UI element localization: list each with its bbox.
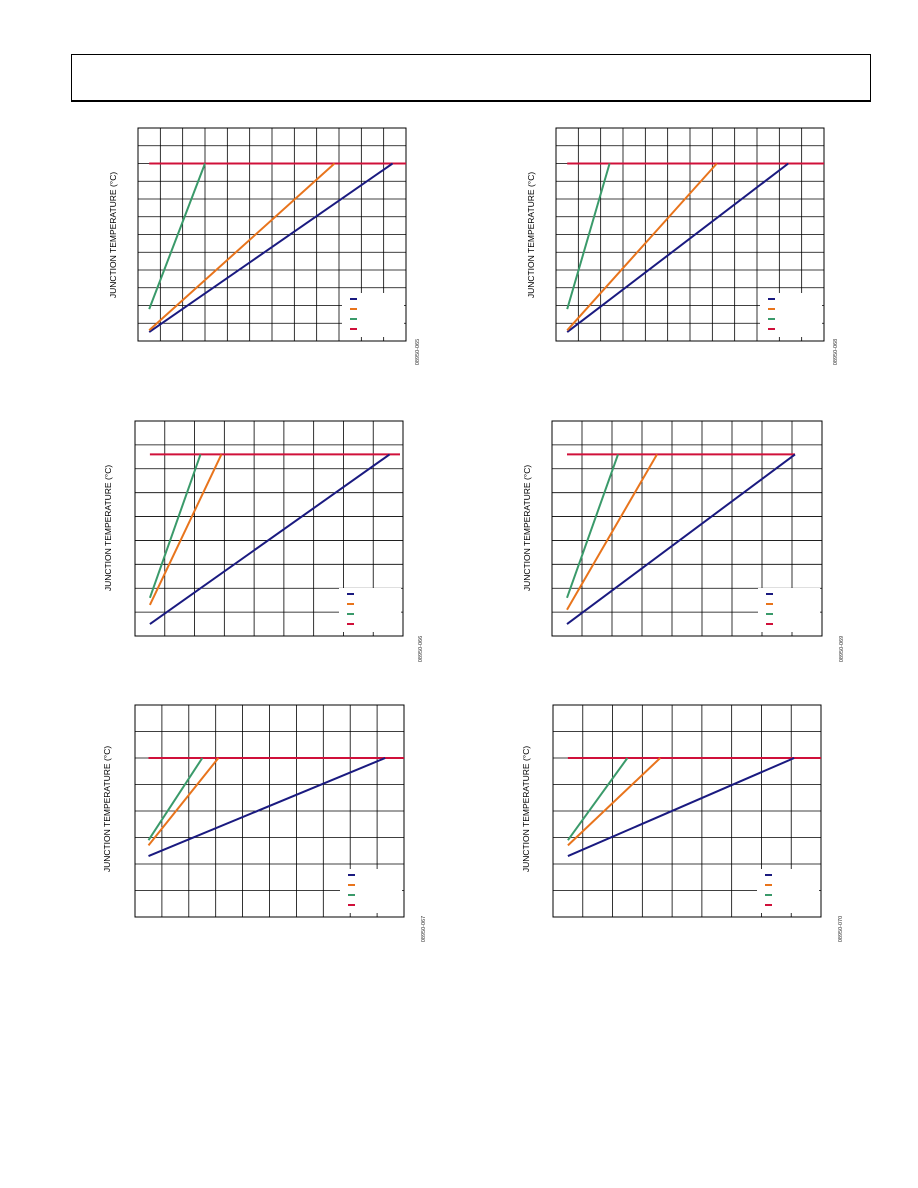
chart-svg: [134, 704, 405, 918]
chart-6: JUNCTION TEMPERATURE (°C) 08950-070: [513, 697, 853, 957]
chart-svg: [137, 127, 407, 342]
chart-svg: [552, 704, 822, 918]
series-line: [566, 163, 611, 310]
chart-svg: [555, 127, 825, 342]
chart-4: JUNCTION TEMPERATURE (°C) 08950-069: [514, 413, 854, 673]
series-line: [566, 453, 796, 625]
series-line: [148, 162, 336, 332]
y-axis-label: JUNCTION TEMPERATURE (°C): [526, 171, 537, 299]
figure-number: 08950-065: [415, 338, 422, 366]
chart-svg: [134, 420, 404, 637]
series-line: [148, 162, 394, 333]
series-line: [567, 757, 661, 847]
y-axis-label: JUNCTION TEMPERATURE (°C): [102, 745, 113, 873]
y-axis-label: JUNCTION TEMPERATURE (°C): [521, 745, 532, 873]
figure-number: 08950-067: [421, 915, 428, 943]
figure-number: 08950-070: [838, 915, 845, 943]
series-line: [566, 453, 658, 611]
series-line: [148, 453, 223, 606]
chart-5: JUNCTION TEMPERATURE (°C) 08950-067: [94, 697, 434, 957]
chart-1: JUNCTION TEMPERATURE (°C) 08950-065: [100, 120, 440, 380]
series-line: [566, 162, 789, 333]
series-line: [148, 757, 386, 858]
series-line: [148, 163, 206, 310]
figure-number: 08950-068: [833, 338, 840, 366]
page-header-box: [71, 54, 871, 102]
series-line: [567, 757, 629, 841]
series-line: [147, 757, 220, 847]
series-line: [566, 454, 619, 599]
y-axis-label: JUNCTION TEMPERATURE (°C): [103, 464, 114, 592]
figure-number: 08950-066: [418, 635, 425, 663]
series-line: [566, 162, 718, 331]
y-axis-label: JUNCTION TEMPERATURE (°C): [522, 464, 533, 592]
series-line: [149, 453, 391, 625]
y-axis-label: JUNCTION TEMPERATURE (°C): [108, 171, 119, 299]
chart-2: JUNCTION TEMPERATURE (°C) 08950-068: [518, 120, 858, 380]
series-line: [148, 454, 202, 599]
figure-number: 08950-069: [839, 635, 846, 663]
chart-3: JUNCTION TEMPERATURE (°C) 08950-066: [95, 413, 435, 673]
series-line: [147, 757, 204, 841]
series-line: [567, 757, 795, 858]
chart-svg: [551, 420, 823, 637]
